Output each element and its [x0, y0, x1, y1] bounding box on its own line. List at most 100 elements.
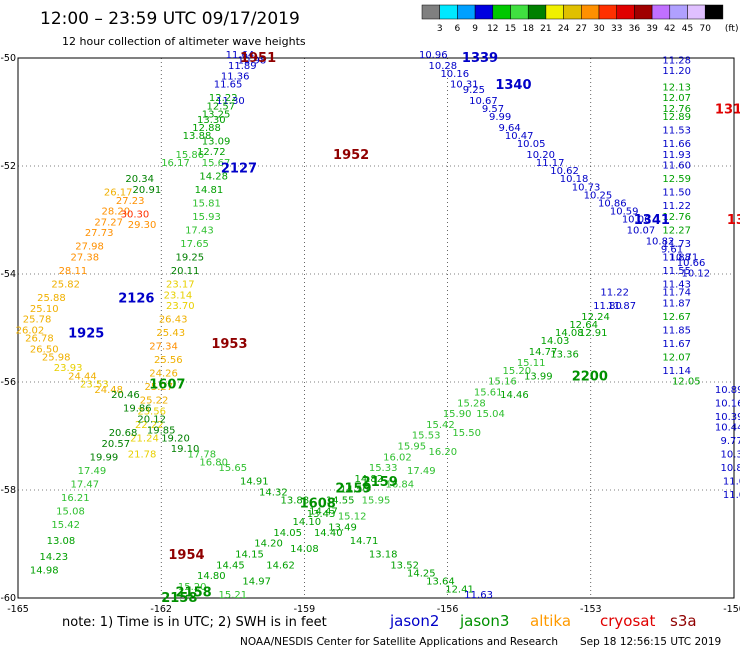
scale-swatch	[616, 4, 635, 20]
wave-height-value: 12.76	[662, 104, 691, 115]
wave-height-value: 19.20	[161, 433, 190, 444]
wave-height-value: 24.48	[94, 385, 123, 396]
wave-height-value: 15.65	[218, 463, 247, 474]
wave-height-value: 28.11	[59, 266, 88, 277]
wave-height-value: 14.46	[500, 390, 529, 401]
wave-height-value: 14.08	[555, 328, 584, 339]
scale-swatch	[510, 4, 529, 20]
pass-label: 1341	[634, 213, 670, 228]
footnote: note: 1) Time is in UTC; 2) SWH is in fe…	[62, 615, 327, 630]
scale-swatch	[669, 4, 688, 20]
mission-legend: jason2 jason3 altika cryosat s3a	[389, 612, 697, 630]
wave-height-value: 15.16	[488, 377, 517, 388]
wave-height-value: 10.12	[681, 269, 710, 280]
wave-height-value: 28.20	[102, 207, 131, 218]
wave-height-value: 26.43	[159, 315, 188, 326]
wave-height-value: 12.05	[672, 377, 701, 388]
wave-height-value: 14.71	[350, 536, 379, 547]
map-frame	[17, 57, 735, 599]
wave-height-value: 13.09	[202, 136, 231, 147]
wave-height-value: 13.25	[202, 109, 231, 120]
wave-height-value: 11.93	[662, 150, 691, 161]
wave-height-value: 11.28	[662, 55, 691, 66]
wave-height-value: 11.74	[662, 288, 691, 299]
wave-height-value: 14.98	[30, 566, 59, 577]
wave-height-value: 17.49	[407, 466, 436, 477]
pass-label: 1951	[240, 51, 276, 66]
wave-height-value: 25.98	[42, 352, 71, 363]
wave-height-value: 14.91	[240, 477, 269, 488]
wave-height-value: 11.43	[662, 280, 691, 291]
scale-swatch	[581, 4, 600, 20]
wave-height-value: 23.53	[80, 379, 109, 390]
wave-height-value: 15.33	[369, 463, 398, 474]
wave-height-value: 12.07	[662, 93, 691, 104]
map-title: 12:00 – 23:59 UTC 09/17/2019	[40, 9, 300, 29]
pass-label: 2158	[176, 586, 212, 601]
wave-height-value: 25.56	[154, 355, 183, 366]
wave-height-value: 29.30	[128, 220, 157, 231]
lat-tick-label: -52	[0, 161, 16, 172]
wave-height-value: 12.88	[192, 123, 221, 134]
wave-height-value: 10.59	[610, 207, 639, 218]
wave-height-value: 10.31	[450, 80, 479, 91]
wave-height-value: 15.08	[56, 506, 85, 517]
wave-height-value: 14.81	[195, 185, 224, 196]
wave-height-value: 12.22	[209, 93, 238, 104]
lat-tick-label: -54	[0, 269, 16, 280]
wave-height-value: 9.25	[463, 85, 485, 96]
wave-height-value: 20.57	[102, 439, 131, 450]
wave-height-value: 10.16	[440, 69, 469, 80]
scale-tick-label: 3	[437, 24, 443, 34]
pass-label: 1316	[715, 102, 740, 117]
wave-height-value: 11.89	[228, 61, 257, 72]
wave-height-value: 11.73	[662, 239, 691, 250]
wave-height-value: 12.24	[581, 312, 610, 323]
wave-height-value: 13.43	[307, 509, 336, 520]
lon-tick-label: -162	[150, 604, 172, 615]
wave-height-value: 11.87	[608, 301, 637, 312]
wave-height-value: 9.77	[720, 436, 740, 447]
wave-height-value: 10.07	[627, 226, 656, 237]
wave-height-value: 14.25	[407, 568, 436, 579]
mission-jason3: jason3	[459, 612, 509, 630]
color-scale-legend: 3 6 9 12 15 18 21 24 27 30 33 36 39 42 45 70 (ft)	[421, 4, 738, 34]
lat-tick-label: -50	[0, 53, 16, 64]
wave-height-value: 14.05	[273, 528, 302, 539]
wave-height-value: 17.49	[78, 466, 107, 477]
scale-swatch	[492, 4, 511, 20]
wave-height-value: 21.78	[128, 450, 157, 461]
scale-tick-label: 39	[646, 24, 658, 34]
wave-height-value: 15.50	[452, 428, 481, 439]
wave-height-value: 10.86	[598, 199, 627, 210]
wave-height-value: 14.20	[254, 539, 283, 550]
wave-height-value: 19.85	[147, 425, 176, 436]
wave-height-value: 11.60	[662, 161, 691, 172]
scale-tick-label: 45	[682, 24, 693, 34]
scale-swatch	[651, 4, 671, 20]
wave-height-value: 10.25	[584, 190, 613, 201]
scale-tick-label: 33	[611, 24, 622, 34]
wave-height-value: 15.04	[476, 409, 505, 420]
wave-height-value: 13.88	[183, 131, 212, 142]
wave-height-value: 26.78	[25, 334, 54, 345]
wave-height-value: 15.12	[338, 512, 367, 523]
scale-tick-label: 21	[540, 24, 551, 34]
wave-height-value: 15.61	[474, 388, 503, 399]
scale-tick-label: 30	[593, 24, 605, 34]
wave-height-value: 25.43	[156, 328, 185, 339]
wave-height-value: 26.50	[30, 344, 59, 355]
wave-height-value: 10.66	[677, 258, 706, 269]
scale-tick-label: 18	[522, 24, 534, 34]
wave-height-value: 9.61	[661, 244, 683, 255]
pass-label: 2159	[335, 481, 371, 496]
wave-height-value: 15.28	[457, 398, 486, 409]
timestamp-text: Sep 18 12:56:15 UTC 2019	[580, 636, 721, 648]
wave-height-value: 11.55	[662, 266, 691, 277]
mission-cryosat: cryosat	[600, 612, 655, 630]
wave-height-value: 11.20	[662, 66, 691, 77]
scale-swatch	[563, 4, 582, 20]
wave-height-value: 25.88	[37, 293, 66, 304]
wave-height-value: 14.62	[266, 560, 295, 571]
scale-swatch	[687, 4, 706, 20]
